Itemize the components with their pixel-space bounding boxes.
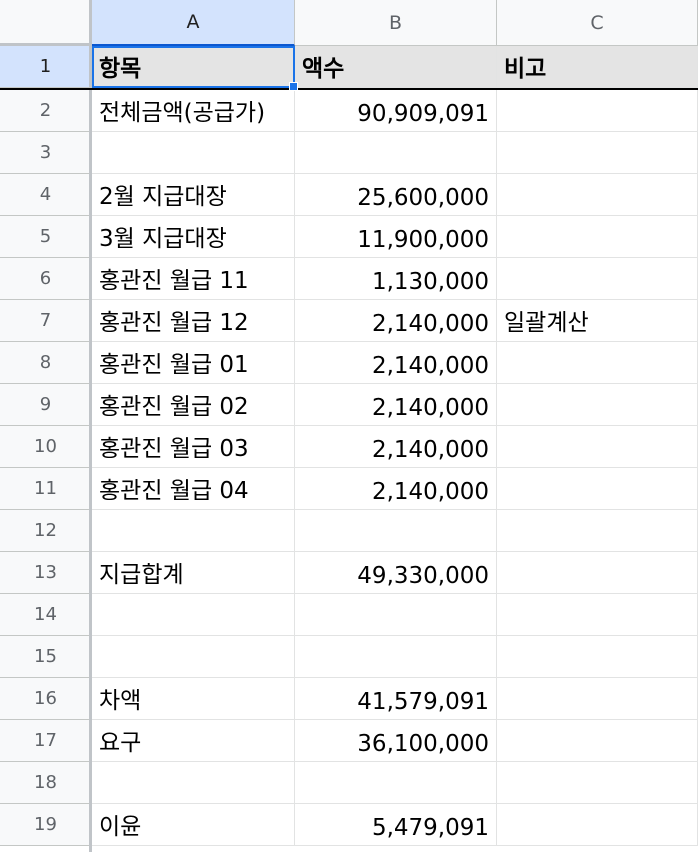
- cell-b16[interactable]: 41,579,091: [295, 678, 497, 720]
- cell-a12[interactable]: [92, 510, 295, 552]
- frozen-column-divider[interactable]: [89, 0, 92, 852]
- row-header-18[interactable]: 18: [0, 762, 92, 804]
- cell-b15[interactable]: [295, 636, 497, 678]
- cell-c4[interactable]: [497, 174, 698, 216]
- cell-a8[interactable]: 홍관진 월급 01: [92, 342, 295, 384]
- cell-c3[interactable]: [497, 132, 698, 174]
- cell-a16[interactable]: 차액: [92, 678, 295, 720]
- row-header-14[interactable]: 14: [0, 594, 92, 636]
- cell-c14[interactable]: [497, 594, 698, 636]
- cell-a9[interactable]: 홍관진 월급 02: [92, 384, 295, 426]
- row-header-4[interactable]: 4: [0, 174, 92, 216]
- cell-b2[interactable]: 90,909,091: [295, 90, 497, 132]
- cell-b12[interactable]: [295, 510, 497, 552]
- select-all-corner[interactable]: [0, 0, 92, 46]
- column-header-a[interactable]: A: [92, 0, 295, 46]
- cell-b5[interactable]: 11,900,000: [295, 216, 497, 258]
- cell-a19[interactable]: 이윤: [92, 804, 295, 846]
- column-header-c[interactable]: C: [497, 0, 698, 46]
- row-header-13[interactable]: 13: [0, 552, 92, 594]
- cell-b11[interactable]: 2,140,000: [295, 468, 497, 510]
- cell-b6[interactable]: 1,130,000: [295, 258, 497, 300]
- row-header-2[interactable]: 2: [0, 90, 92, 132]
- row-header-15[interactable]: 15: [0, 636, 92, 678]
- cell-c15[interactable]: [497, 636, 698, 678]
- cell-a1[interactable]: 항목: [92, 46, 295, 88]
- row-header-8[interactable]: 8: [0, 342, 92, 384]
- cell-a3[interactable]: [92, 132, 295, 174]
- cell-c11[interactable]: [497, 468, 698, 510]
- row-header-10[interactable]: 10: [0, 426, 92, 468]
- cell-c9[interactable]: [497, 384, 698, 426]
- cell-c8[interactable]: [497, 342, 698, 384]
- row-header-12[interactable]: 12: [0, 510, 92, 552]
- fill-handle[interactable]: [289, 82, 298, 91]
- cell-c7[interactable]: 일괄계산: [497, 300, 698, 342]
- cell-c19[interactable]: [497, 804, 698, 846]
- cell-a5[interactable]: 3월 지급대장: [92, 216, 295, 258]
- cell-c10[interactable]: [497, 426, 698, 468]
- cell-a11[interactable]: 홍관진 월급 04: [92, 468, 295, 510]
- cell-c13[interactable]: [497, 552, 698, 594]
- cell-a7[interactable]: 홍관진 월급 12: [92, 300, 295, 342]
- cell-c12[interactable]: [497, 510, 698, 552]
- cell-b14[interactable]: [295, 594, 497, 636]
- cell-a10[interactable]: 홍관진 월급 03: [92, 426, 295, 468]
- cell-b1[interactable]: 액수: [295, 46, 497, 88]
- row-header-19[interactable]: 19: [0, 804, 92, 846]
- row-header-9[interactable]: 9: [0, 384, 92, 426]
- cell-c6[interactable]: [497, 258, 698, 300]
- row-header-7[interactable]: 7: [0, 300, 92, 342]
- cell-c2[interactable]: [497, 90, 698, 132]
- cell-b19[interactable]: 5,479,091: [295, 804, 497, 846]
- row-header-1[interactable]: 1: [0, 46, 92, 88]
- cell-b13[interactable]: 49,330,000: [295, 552, 497, 594]
- row-header-5[interactable]: 5: [0, 216, 92, 258]
- cell-b10[interactable]: 2,140,000: [295, 426, 497, 468]
- cell-a18[interactable]: [92, 762, 295, 804]
- cell-c16[interactable]: [497, 678, 698, 720]
- cell-a15[interactable]: [92, 636, 295, 678]
- cell-a2[interactable]: 전체금액(공급가): [92, 90, 295, 132]
- cell-c5[interactable]: [497, 216, 698, 258]
- cell-a4[interactable]: 2월 지급대장: [92, 174, 295, 216]
- column-header-b[interactable]: B: [295, 0, 497, 46]
- row-header-3[interactable]: 3: [0, 132, 92, 174]
- row-header-11[interactable]: 11: [0, 468, 92, 510]
- cell-b3[interactable]: [295, 132, 497, 174]
- row-header-17[interactable]: 17: [0, 720, 92, 762]
- cell-c1[interactable]: 비고: [497, 46, 698, 88]
- cell-b8[interactable]: 2,140,000: [295, 342, 497, 384]
- row-header-6[interactable]: 6: [0, 258, 92, 300]
- cell-c17[interactable]: [497, 720, 698, 762]
- frozen-row-divider[interactable]: [0, 88, 698, 90]
- cell-b9[interactable]: 2,140,000: [295, 384, 497, 426]
- cell-a13[interactable]: 지급합계: [92, 552, 295, 594]
- cell-b7[interactable]: 2,140,000: [295, 300, 497, 342]
- cell-b18[interactable]: [295, 762, 497, 804]
- cell-b17[interactable]: 36,100,000: [295, 720, 497, 762]
- cell-c18[interactable]: [497, 762, 698, 804]
- cell-b4[interactable]: 25,600,000: [295, 174, 497, 216]
- cell-a17[interactable]: 요구: [92, 720, 295, 762]
- row-header-16[interactable]: 16: [0, 678, 92, 720]
- cell-a6[interactable]: 홍관진 월급 11: [92, 258, 295, 300]
- cell-a14[interactable]: [92, 594, 295, 636]
